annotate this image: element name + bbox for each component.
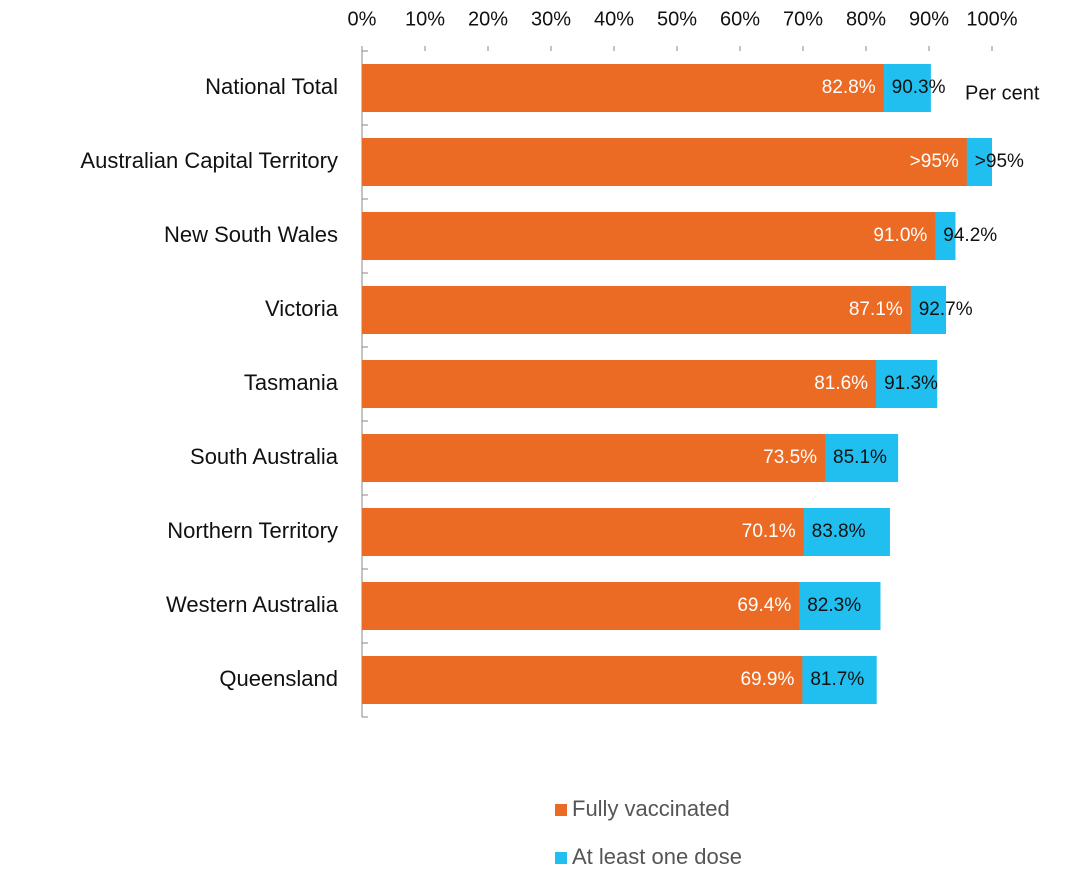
value-label: 91.3%: [884, 373, 938, 394]
value-label: 92.7%: [919, 299, 973, 320]
x-tick-label: 60%: [720, 8, 760, 30]
category-label: Northern Territory: [167, 518, 338, 543]
legend-swatch: [555, 804, 567, 816]
legend-swatch: [555, 852, 567, 864]
bar: [362, 434, 826, 482]
value-label: 85.1%: [833, 447, 887, 468]
category-label: Western Australia: [166, 592, 339, 617]
x-tick-label: 30%: [531, 8, 571, 30]
value-label: 70.1%: [742, 521, 796, 542]
value-label: >95%: [975, 151, 1024, 172]
x-tick-label: 0%: [348, 8, 377, 30]
value-label: 69.4%: [737, 595, 791, 616]
value-label: 82.8%: [822, 77, 876, 98]
annotation: Per cent: [965, 82, 1040, 104]
category-label: Queensland: [219, 666, 338, 691]
x-tick-label: 40%: [594, 8, 634, 30]
legend-label: At least one dose: [572, 844, 742, 869]
bar: [362, 360, 877, 408]
value-label: 82.3%: [807, 595, 861, 616]
category-label: Tasmania: [244, 370, 339, 395]
x-tick-label: 10%: [405, 8, 445, 30]
x-tick-label: 90%: [909, 8, 949, 30]
value-label: 83.8%: [812, 521, 866, 542]
category-label: National Total: [205, 74, 338, 99]
bar: [362, 508, 804, 556]
category-label: South Australia: [190, 444, 339, 469]
x-tick-label: 50%: [657, 8, 697, 30]
value-label: 81.7%: [810, 669, 864, 690]
value-label: 90.3%: [892, 77, 946, 98]
x-tick-label: 20%: [468, 8, 508, 30]
x-tick-label: 100%: [966, 8, 1017, 30]
value-label: 81.6%: [814, 373, 868, 394]
value-label: 94.2%: [943, 225, 997, 246]
legend-label: Fully vaccinated: [572, 796, 730, 821]
bar: [362, 582, 800, 630]
bar: [362, 656, 803, 704]
category-label: New South Wales: [164, 222, 338, 247]
value-label: >95%: [910, 151, 959, 172]
value-label: 73.5%: [763, 447, 817, 468]
value-label: 91.0%: [873, 225, 927, 246]
category-label: Victoria: [265, 296, 339, 321]
x-tick-label: 70%: [783, 8, 823, 30]
bar: [362, 286, 911, 334]
bar: [362, 64, 884, 112]
value-label: 69.9%: [740, 669, 794, 690]
category-label: Australian Capital Territory: [80, 148, 338, 173]
bar: [362, 212, 936, 260]
x-tick-label: 80%: [846, 8, 886, 30]
value-label: 87.1%: [849, 299, 903, 320]
bar: [362, 138, 967, 186]
